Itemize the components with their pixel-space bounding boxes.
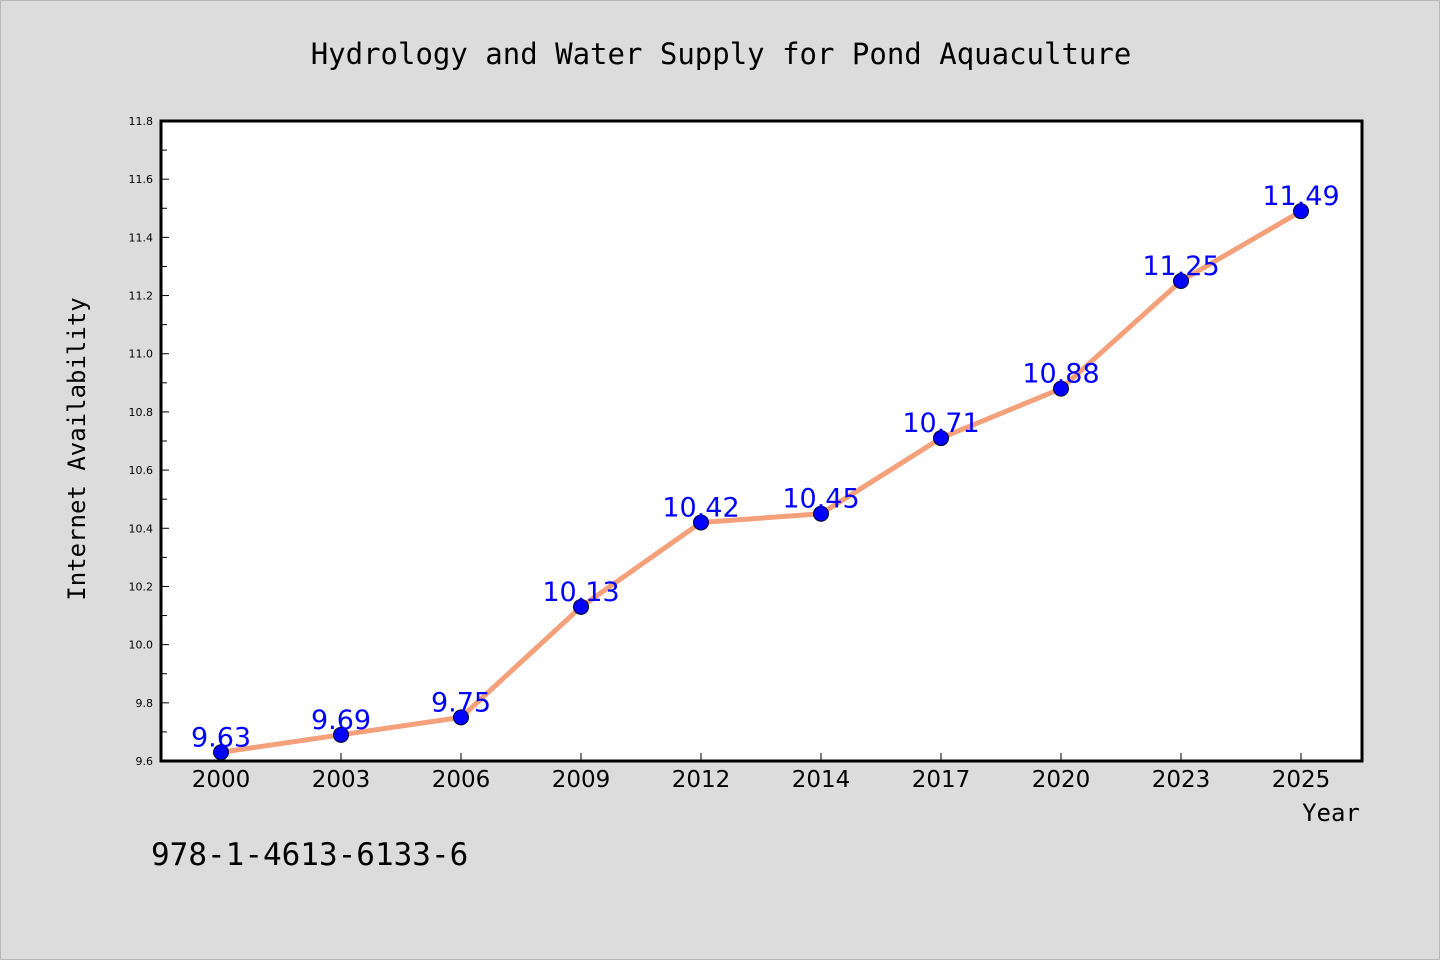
data-point	[1173, 273, 1189, 289]
y-tick-label: 11.4	[129, 231, 154, 244]
data-label: 9.69	[311, 705, 371, 736]
data-point	[213, 744, 229, 761]
x-tick-label: 2006	[432, 767, 491, 793]
data-labels: 9.63 9.69 9.75 10.13 10.42 10.45 10.71 10.88 11.…	[191, 181, 1340, 753]
y-tick-label: 10.6	[129, 464, 154, 477]
data-point	[813, 505, 829, 522]
data-point	[453, 709, 469, 726]
data-label: 9.63	[191, 722, 251, 753]
x-tick-label: 2000	[192, 767, 251, 793]
y-tick-label: 10.0	[129, 639, 154, 652]
data-point	[693, 514, 709, 531]
y-tick-label: 11.6	[129, 173, 154, 186]
y-tick-label: 11.2	[129, 290, 154, 303]
y-tick-label: 9.6	[136, 755, 154, 768]
y-axis-label: Internet Availability	[63, 297, 91, 600]
data-label: 9.75	[431, 687, 491, 718]
isbn-text: 978-1-4613-6133-6	[151, 837, 468, 873]
series-layer	[213, 203, 1309, 761]
x-tick-label: 2003	[312, 767, 371, 793]
x-axis-label: Year	[1302, 799, 1360, 827]
x-tick-label: 2023	[1152, 767, 1211, 793]
data-label: 10.13	[542, 577, 619, 608]
data-label: 10.42	[662, 492, 739, 523]
data-label: 10.71	[902, 408, 979, 439]
x-axis: 2000 2003 2006 2009 2012 2014 2017 2020 2023 2025	[192, 753, 1331, 793]
data-point	[333, 726, 349, 743]
chart-title: Hydrology and Water Supply for Pond Aqua…	[311, 37, 1132, 71]
y-tick-label: 9.8	[136, 697, 154, 710]
y-tick-label: 10.4	[129, 522, 154, 535]
y-axis: 9.6 9.8 10.0 10.2 10.4 10.6 10.8 11.0 11.2 11.4 11…	[129, 115, 169, 768]
data-label: 10.88	[1022, 359, 1099, 390]
y-tick-label: 11.0	[129, 348, 154, 361]
data-label: 10.45	[782, 484, 859, 515]
x-tick-label: 2017	[912, 767, 971, 793]
data-label: 11.25	[1142, 251, 1219, 282]
y-tick-label: 11.8	[129, 115, 154, 128]
y-tick-label: 10.2	[129, 580, 154, 593]
data-label: 11.49	[1262, 181, 1339, 212]
data-point	[573, 598, 589, 615]
data-point	[933, 430, 949, 447]
x-tick-label: 2020	[1032, 767, 1091, 793]
y-tick-label: 10.8	[129, 406, 154, 419]
x-tick-label: 2012	[672, 767, 731, 793]
x-tick-label: 2014	[792, 767, 851, 793]
x-tick-label: 2009	[552, 767, 611, 793]
data-point	[1053, 380, 1069, 397]
x-tick-label: 2025	[1272, 767, 1331, 793]
data-point	[1293, 203, 1309, 220]
plot-area	[159, 119, 1364, 763]
series-line	[218, 208, 1304, 755]
